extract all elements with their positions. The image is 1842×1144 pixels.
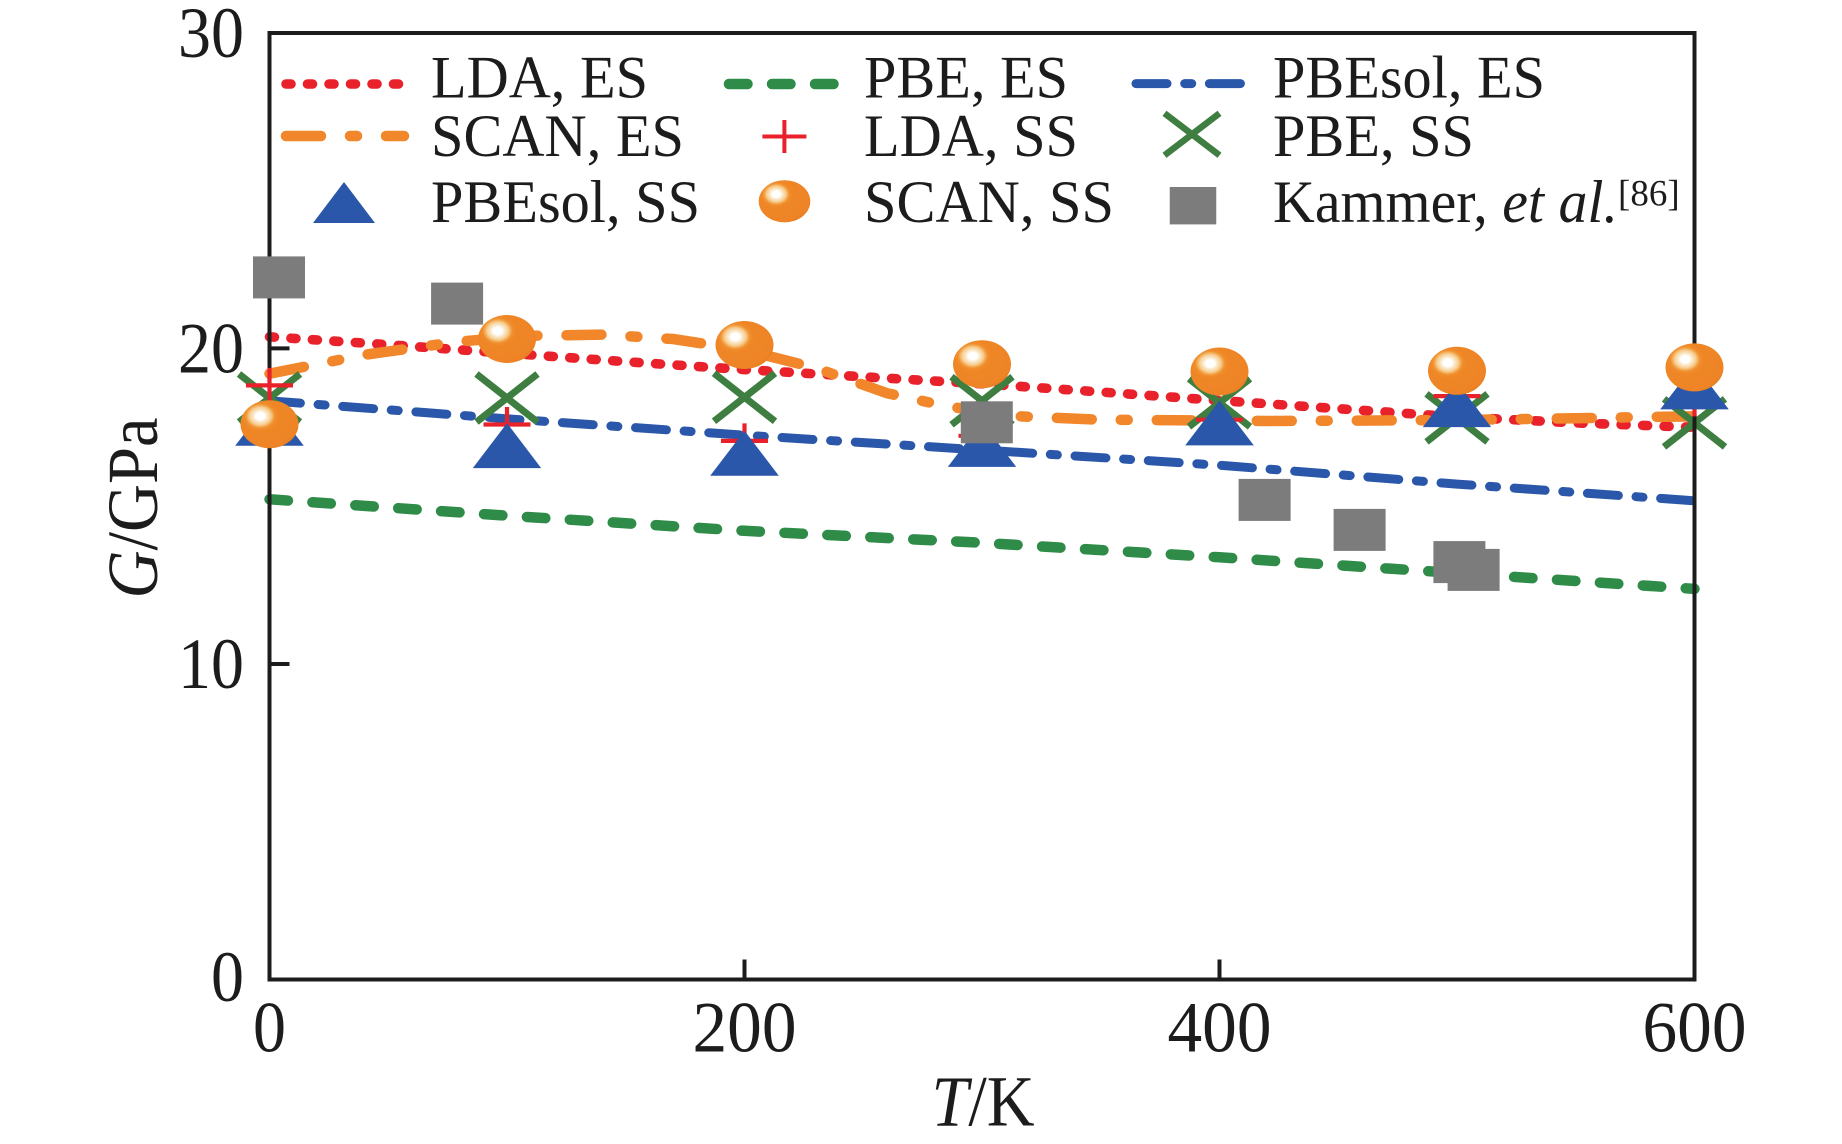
- svg-text:SCAN, ES: SCAN, ES: [431, 103, 684, 169]
- svg-text:600: 600: [1643, 988, 1747, 1068]
- svg-text:400: 400: [1168, 988, 1272, 1068]
- svg-text:0: 0: [253, 988, 286, 1068]
- svg-text:LDA, ES: LDA, ES: [431, 45, 648, 111]
- svg-text:PBEsol, SS: PBEsol, SS: [431, 169, 700, 235]
- svg-text:G/GPa: G/GPa: [93, 418, 173, 599]
- svg-text:LDA, SS: LDA, SS: [864, 103, 1078, 169]
- svg-text:Kammer, et al.[86]: Kammer, et al.[86]: [1273, 169, 1680, 235]
- svg-text:PBE, SS: PBE, SS: [1273, 103, 1474, 169]
- svg-text:30: 30: [178, 0, 244, 73]
- svg-text:0: 0: [211, 937, 244, 1017]
- svg-text:PBEsol, ES: PBEsol, ES: [1273, 45, 1545, 111]
- svg-text:PBE, ES: PBE, ES: [864, 45, 1068, 111]
- svg-text:SCAN, SS: SCAN, SS: [864, 169, 1114, 235]
- svg-text:T/K: T/K: [932, 1062, 1035, 1142]
- svg-text:20: 20: [178, 308, 244, 388]
- svg-text:10: 10: [178, 624, 244, 704]
- svg-text:200: 200: [693, 988, 797, 1068]
